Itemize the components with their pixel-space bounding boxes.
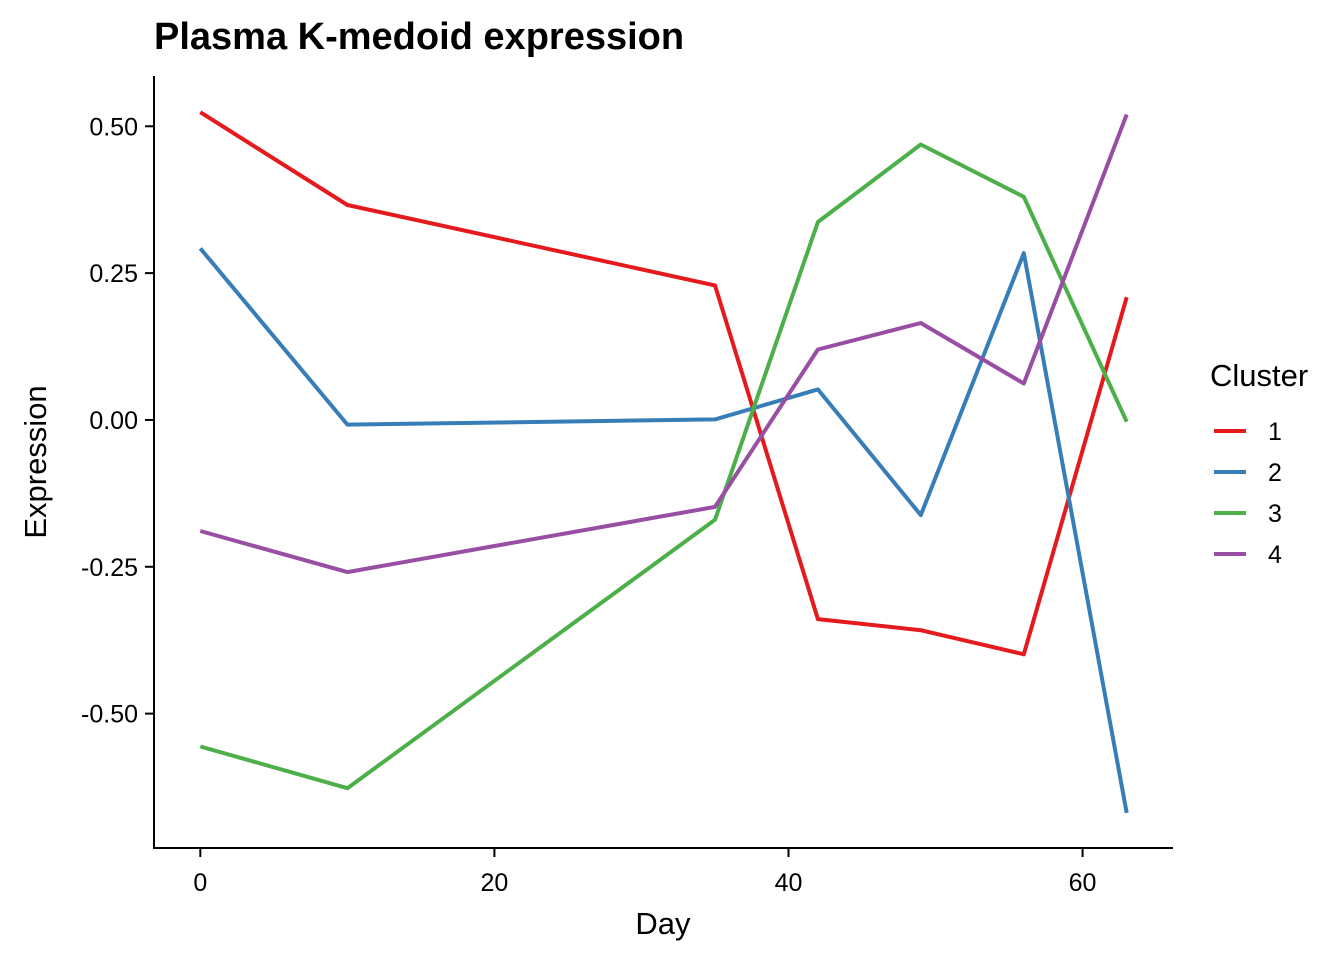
plot-area: 0.50 0.25 0.00 -0.25 -0.50 0 20 40 60 <box>81 76 1173 897</box>
legend-label-cluster-2: 2 <box>1268 459 1282 487</box>
series-line-cluster-4 <box>199 113 1129 575</box>
legend-label-cluster-3: 3 <box>1268 500 1282 528</box>
x-tick-label: 20 <box>480 869 508 897</box>
y-tick-label: -0.50 <box>81 701 138 729</box>
series-lines <box>198 110 1129 814</box>
x-axis-title: Day <box>635 906 691 941</box>
y-tick-label: 0.00 <box>89 407 138 435</box>
y-axis-title: Expression <box>18 385 53 538</box>
y-tick-label: 0.50 <box>89 113 138 141</box>
legend-label-cluster-1: 1 <box>1268 418 1282 446</box>
y-tick-label: 0.25 <box>89 260 138 288</box>
legend: Cluster 1 2 3 4 <box>1210 358 1308 569</box>
series-line-cluster-1 <box>199 110 1129 657</box>
legend-title: Cluster <box>1210 358 1308 393</box>
x-tick-label: 0 <box>193 869 207 897</box>
series-line-cluster-2 <box>198 247 1129 814</box>
y-axis-ticks: 0.50 0.25 0.00 -0.25 -0.50 <box>81 113 154 729</box>
series-line-cluster-3 <box>199 142 1129 791</box>
x-tick-label: 40 <box>775 869 803 897</box>
x-axis-ticks: 0 20 40 60 <box>193 848 1096 897</box>
chart-title: Plasma K-medoid expression <box>154 16 684 58</box>
x-tick-label: 60 <box>1069 869 1097 897</box>
y-tick-label: -0.25 <box>81 554 138 582</box>
legend-label-cluster-4: 4 <box>1268 541 1282 569</box>
